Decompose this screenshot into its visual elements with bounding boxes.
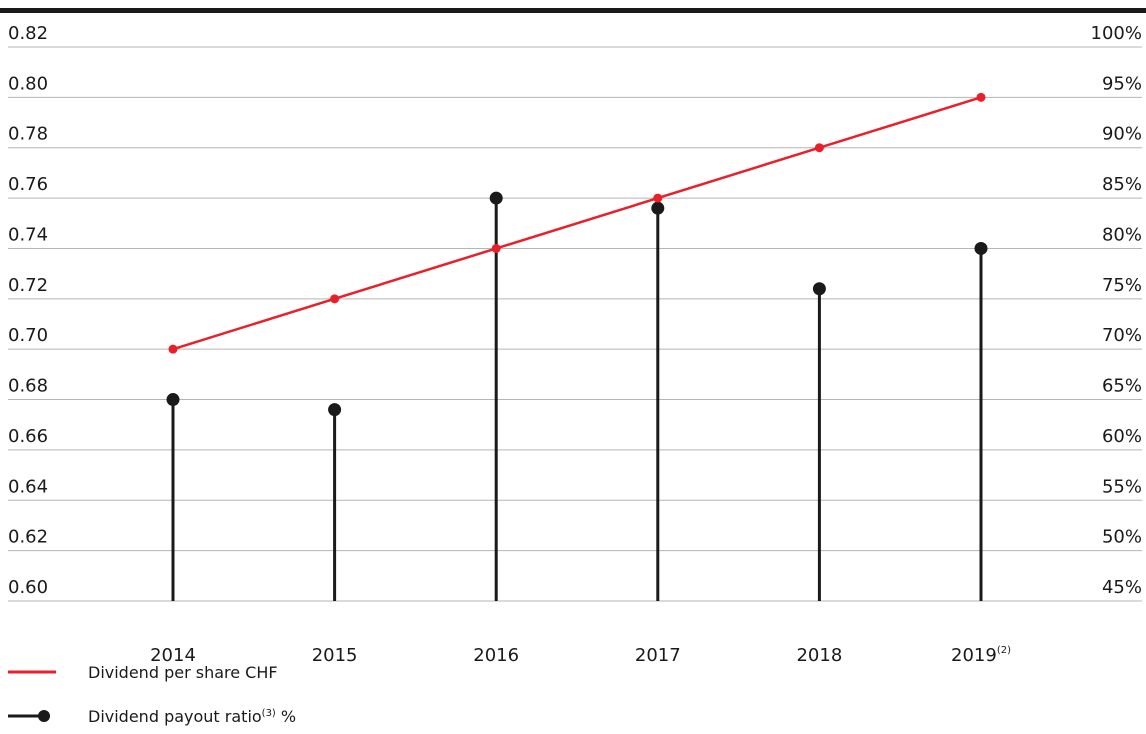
right-tick-label: 60% [1102, 426, 1142, 447]
dividend-point [976, 92, 986, 102]
right-tick-label: 80% [1102, 224, 1142, 245]
x-tick-label: 2016 [473, 645, 519, 666]
right-tick-label: 90% [1102, 124, 1142, 145]
legend-payout-label: Dividend payout ratio(3) % [88, 707, 296, 726]
legend: Dividend per share CHF Dividend payout r… [8, 663, 296, 726]
left-tick-label: 0.68 [8, 376, 48, 397]
left-tick-label: 0.62 [8, 527, 48, 548]
dividend-line [168, 92, 986, 354]
left-axis-ticks: 0.60 0.62 0.64 0.66 0.68 0.70 0.72 0.74 0.76 0.78… [8, 23, 48, 598]
right-tick-label: 100% [1091, 23, 1142, 44]
left-tick-label: 0.80 [8, 73, 48, 94]
left-tick-label: 0.66 [8, 426, 48, 447]
payout-stems [171, 198, 983, 601]
dividend-point [168, 344, 178, 354]
top-border-bar [0, 8, 1146, 13]
x-tick-label: 2018 [796, 645, 842, 666]
dividend-point [491, 243, 501, 253]
right-tick-label: 75% [1102, 275, 1142, 296]
payout-point [489, 191, 503, 205]
left-tick-label: 0.70 [8, 325, 48, 346]
x-tick-label: 2017 [635, 645, 681, 666]
payout-point [812, 282, 826, 296]
left-tick-label: 0.82 [8, 23, 48, 44]
left-tick-label: 0.76 [8, 174, 48, 195]
x-axis-ticks: 2014 2015 2016 2017 2018 2019(2) [150, 645, 1011, 666]
dividend-point [330, 294, 340, 304]
right-tick-label: 50% [1102, 527, 1142, 548]
left-tick-label: 0.60 [8, 577, 48, 598]
payout-dots [166, 191, 988, 417]
right-axis-ticks: 45% 50% 55% 60% 65% 70% 75% 80% 85% 90% 95% 100% [1091, 23, 1142, 598]
legend-dividend-label: Dividend per share CHF [88, 663, 278, 682]
right-tick-label: 45% [1102, 577, 1142, 598]
payout-point [166, 393, 180, 407]
x-tick-label: 2014 [150, 645, 196, 666]
left-tick-label: 0.74 [8, 224, 48, 245]
dividend-point [814, 143, 824, 153]
left-tick-label: 0.72 [8, 275, 48, 296]
right-tick-label: 70% [1102, 325, 1142, 346]
legend-lollipop-dot [38, 710, 50, 722]
dividend-point [653, 193, 663, 203]
right-tick-label: 55% [1102, 476, 1142, 497]
gridlines [8, 46, 1142, 602]
payout-point [974, 241, 988, 255]
right-tick-label: 85% [1102, 174, 1142, 195]
left-tick-label: 0.78 [8, 124, 48, 145]
payout-point [651, 201, 665, 215]
left-tick-label: 0.64 [8, 476, 48, 497]
x-tick-label: 2019(2) [951, 645, 1011, 666]
right-tick-label: 65% [1102, 376, 1142, 397]
payout-point [328, 403, 342, 417]
dividend-series-line [172, 96, 982, 351]
x-tick-label: 2015 [312, 645, 358, 666]
right-tick-label: 95% [1102, 73, 1142, 94]
